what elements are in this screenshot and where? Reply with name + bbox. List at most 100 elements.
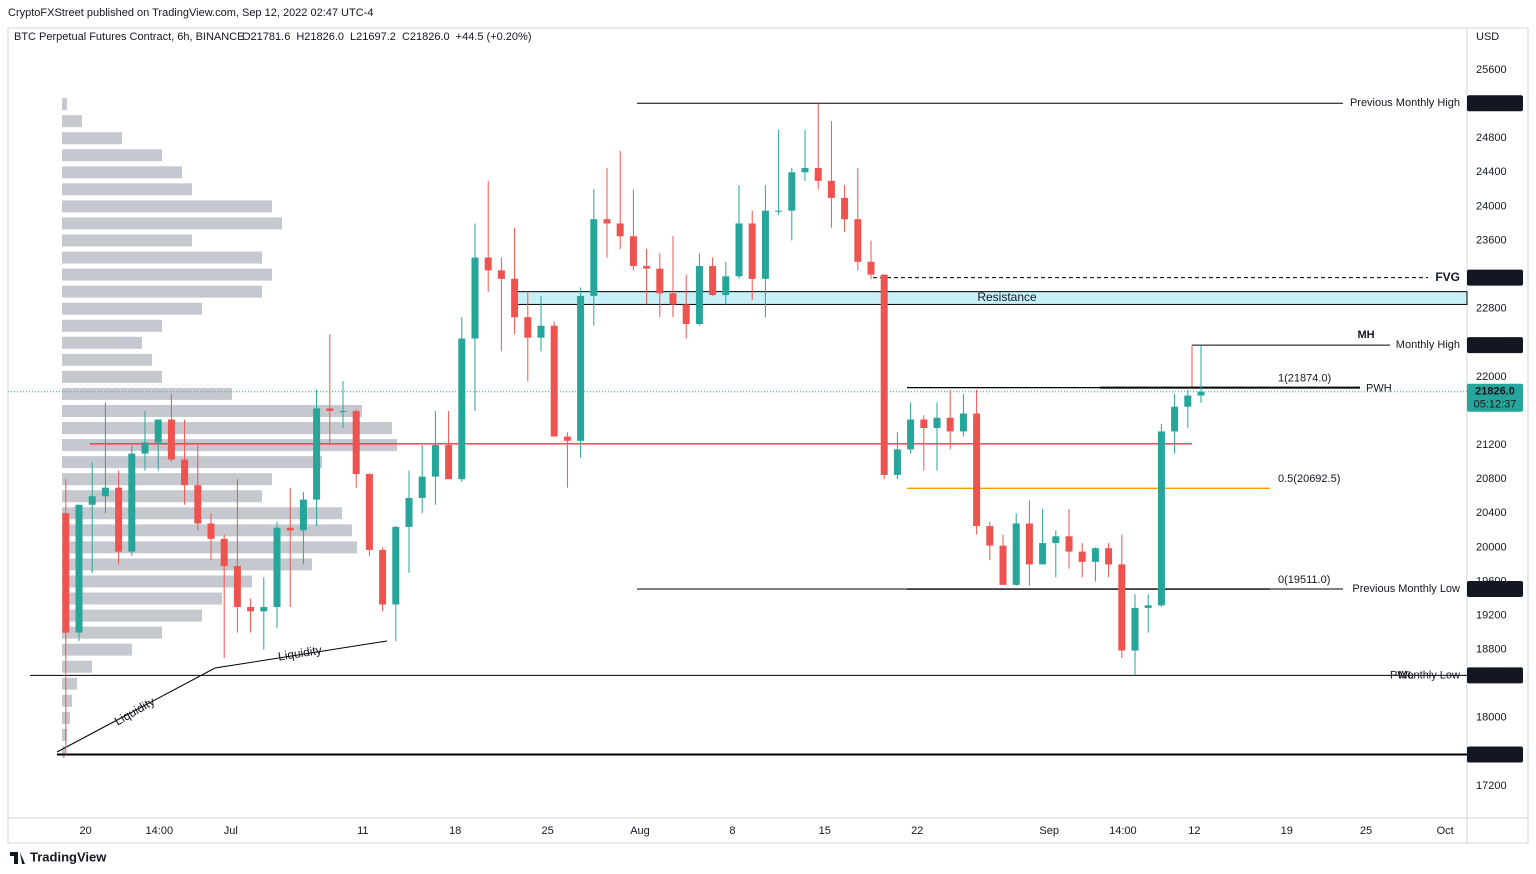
candle-body — [511, 278, 519, 318]
candle-body — [999, 545, 1007, 585]
volume-profile-bar — [62, 217, 282, 230]
candle-body — [563, 436, 571, 441]
volume-profile-bar — [62, 456, 322, 469]
candle-body — [933, 417, 941, 429]
price-tag — [1467, 269, 1523, 286]
candle-body — [986, 526, 994, 546]
y-tick-label: 20400 — [1476, 507, 1507, 519]
candle-body — [128, 453, 136, 552]
price-tag-label: 17570.4 — [1475, 748, 1516, 760]
candle-body — [194, 485, 202, 524]
fib-label: 0(19511.0) — [1278, 574, 1330, 586]
candle-body — [1144, 605, 1152, 608]
y-tick-label: 18800 — [1476, 644, 1507, 656]
candle-body — [62, 513, 70, 633]
price-tag — [1467, 337, 1523, 354]
volume-profile-bar — [62, 370, 162, 383]
candle-body — [458, 338, 466, 480]
candle-body — [1091, 548, 1099, 562]
volume-profile-bar — [62, 643, 132, 656]
ohlc-value: L21697.2 — [350, 31, 396, 43]
x-tick-label: 22 — [911, 825, 923, 837]
candle-body — [669, 293, 677, 305]
candle-body — [207, 523, 215, 539]
candle-body — [973, 413, 981, 527]
price-tag — [1467, 746, 1523, 763]
candle-body — [233, 566, 241, 608]
ohlc-value: H21826.0 — [296, 31, 344, 43]
candle-body — [577, 295, 585, 441]
y-tick-label: 24400 — [1476, 166, 1507, 178]
candle-body — [392, 526, 400, 605]
pwh-label: PWH — [1366, 383, 1392, 395]
x-tick-label: 12 — [1188, 825, 1200, 837]
candle-body — [590, 219, 598, 296]
candle-body — [814, 168, 822, 181]
y-tick-label: 19200 — [1476, 609, 1507, 621]
brand-logo — [10, 852, 25, 864]
candle-body — [497, 270, 505, 279]
candle-body — [880, 274, 888, 475]
candle-body — [1157, 431, 1165, 606]
candle-body — [709, 266, 717, 296]
volume-profile-bar — [62, 353, 152, 366]
candle-body — [946, 417, 954, 432]
candle-body — [616, 223, 624, 237]
candle-body — [682, 304, 690, 325]
last-price-tag — [1467, 383, 1523, 412]
x-tick-label: 14:00 — [1109, 825, 1137, 837]
candle-body — [88, 496, 96, 505]
candle-body — [445, 445, 453, 480]
candle-body — [313, 408, 321, 500]
candle-body — [1052, 536, 1060, 544]
volume-profile-bar — [62, 694, 72, 707]
candle-body — [260, 607, 268, 612]
volume-profile-bar — [62, 251, 262, 264]
candle-body — [748, 223, 756, 279]
volume-profile-bar — [62, 200, 272, 213]
candle-body — [286, 527, 294, 531]
candle-body — [1025, 523, 1033, 565]
volume-profile-bar — [62, 98, 67, 111]
liquidity-line — [56, 640, 388, 753]
candle-body — [907, 419, 915, 450]
x-tick-label: Aug — [630, 825, 650, 837]
candle-body — [1171, 406, 1179, 432]
x-tick-label: Jul — [224, 825, 238, 837]
candle-body — [841, 197, 849, 220]
x-tick-label: 15 — [819, 825, 831, 837]
volume-profile-bar — [62, 592, 222, 605]
price-tag-label: 23164.6 — [1475, 272, 1515, 284]
last-price-label: 21826.0 — [1475, 386, 1515, 398]
candle-body — [643, 266, 651, 269]
volume-profile-bar — [62, 609, 202, 622]
candle-body — [379, 549, 387, 605]
candle-body — [775, 210, 783, 212]
y-tick-label: 18000 — [1476, 712, 1507, 724]
candle-body — [418, 476, 426, 498]
chart-frame — [7, 27, 1529, 844]
volume-profile-bar — [62, 387, 232, 400]
candle-body — [181, 459, 189, 486]
level-label: Previous Monthly Low — [1352, 583, 1460, 595]
y-tick-label: 20800 — [1476, 473, 1507, 485]
volume-profile-bar — [62, 541, 357, 554]
volume-profile-bar — [62, 473, 272, 486]
fib-label: 0.5(20692.5) — [1278, 473, 1340, 485]
candle-body — [247, 607, 255, 612]
candle-body — [167, 419, 175, 460]
candle-body — [365, 474, 373, 550]
candle-body — [431, 445, 439, 477]
price-tag — [1467, 581, 1523, 598]
candle-body — [788, 172, 796, 211]
volume-profile-bar — [62, 490, 262, 503]
candle-body — [1184, 395, 1192, 407]
ohlc-value: C21826.0 — [402, 31, 450, 43]
candle-body — [893, 449, 901, 475]
candle-body — [550, 325, 558, 437]
volume-profile-bar — [62, 234, 192, 247]
y-tick-label: 22000 — [1476, 371, 1507, 383]
candle-body — [854, 219, 862, 262]
